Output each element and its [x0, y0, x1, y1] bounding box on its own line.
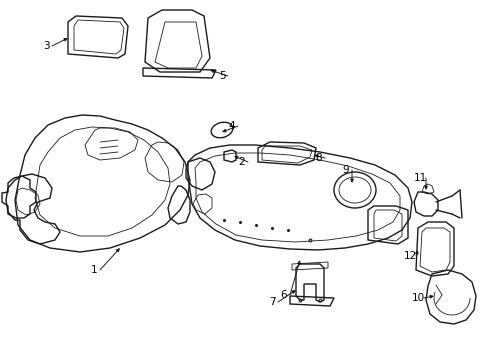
- Text: 6: 6: [280, 290, 287, 300]
- Text: 11: 11: [412, 173, 426, 183]
- Text: 4: 4: [228, 121, 235, 131]
- Text: 2: 2: [238, 157, 245, 167]
- Text: 10: 10: [410, 293, 424, 303]
- Text: 12: 12: [403, 251, 416, 261]
- Text: 5: 5: [218, 71, 225, 81]
- Text: 7: 7: [268, 297, 275, 307]
- Text: 3: 3: [42, 41, 49, 51]
- Text: 9: 9: [342, 165, 348, 175]
- Text: 8: 8: [315, 153, 322, 163]
- Text: 1: 1: [90, 265, 97, 275]
